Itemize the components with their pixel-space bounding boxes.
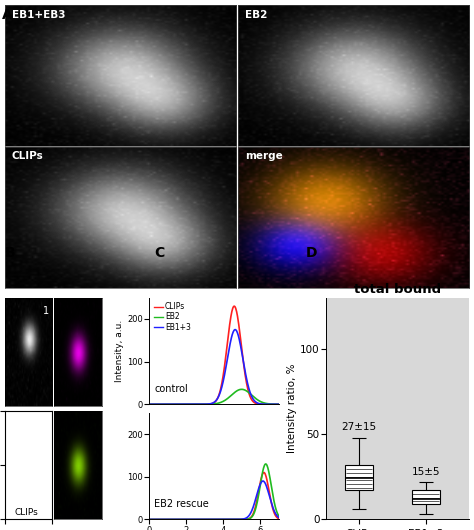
Text: C: C: [154, 246, 164, 260]
Y-axis label: Intensity, a.u.: Intensity, a.u.: [115, 320, 124, 382]
Text: CLIPs: CLIPs: [14, 508, 38, 517]
Text: 27±15: 27±15: [341, 422, 377, 432]
Text: EB2: EB2: [245, 10, 267, 20]
Legend: CLIPs, EB2, EB1+3: CLIPs, EB2, EB1+3: [153, 302, 191, 332]
Text: D: D: [306, 246, 317, 260]
Text: B: B: [5, 246, 15, 260]
Text: merge: merge: [245, 152, 283, 161]
Text: 2: 2: [42, 419, 49, 429]
Bar: [345, 465, 373, 490]
Text: EB1+EB3: EB1+EB3: [12, 10, 65, 20]
Text: control: control: [154, 384, 188, 394]
Y-axis label: Intensity ratio, %: Intensity ratio, %: [287, 364, 297, 453]
Text: 15±5: 15±5: [411, 467, 440, 477]
Text: A: A: [2, 8, 13, 22]
Text: merge: merge: [54, 508, 83, 517]
Title: total bound: total bound: [354, 284, 441, 296]
Text: 1: 1: [43, 306, 49, 316]
Text: EB2 rescue: EB2 rescue: [154, 499, 209, 509]
Text: CLIPs: CLIPs: [12, 152, 44, 161]
Bar: [412, 490, 440, 504]
